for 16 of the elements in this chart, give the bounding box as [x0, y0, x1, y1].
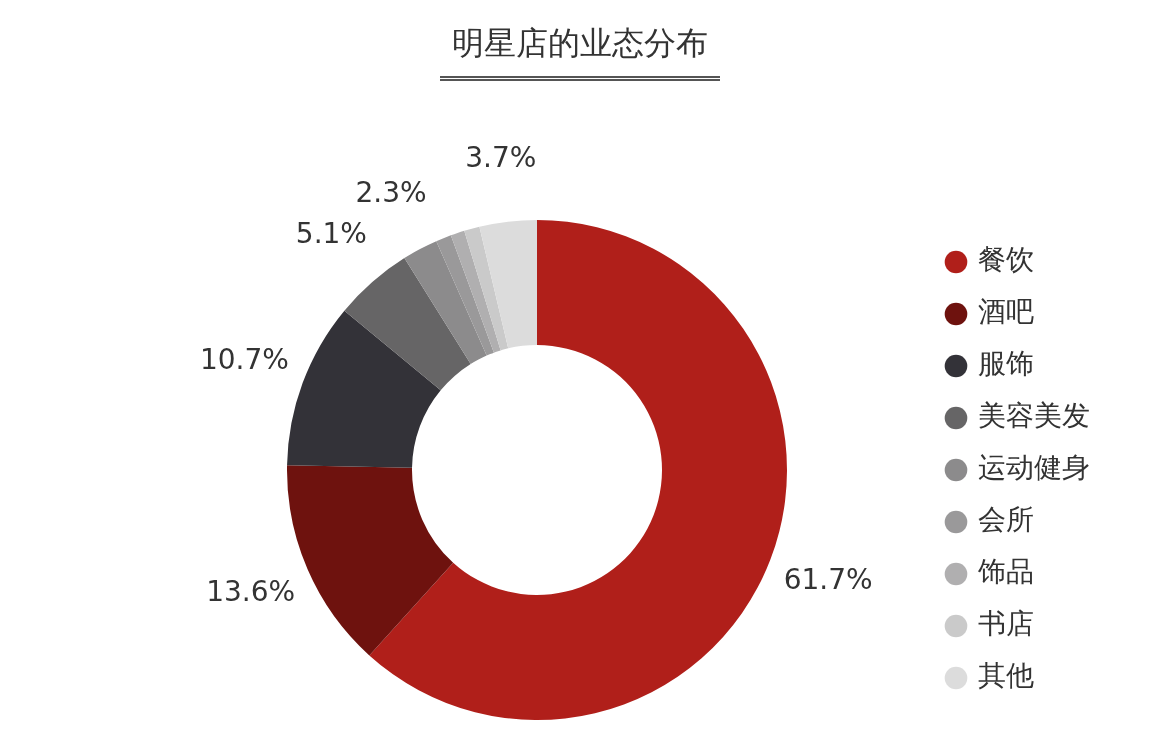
data-label: 3.7%: [465, 141, 537, 175]
legend-label: 饰品: [977, 555, 1034, 589]
chart-title: 明星店的业态分布: [440, 22, 720, 81]
legend-label: 美容美发: [978, 399, 1090, 433]
data-label: 5.1%: [295, 216, 367, 250]
data-label: 13.6%: [206, 575, 296, 609]
data-label: 10.7%: [199, 342, 289, 376]
legend-label: 餐饮: [978, 243, 1034, 277]
legend-label: 酒吧: [978, 295, 1034, 329]
legend-label: 会所: [978, 503, 1034, 537]
data-label: 2.3%: [355, 175, 427, 209]
legend-label: 服饰: [978, 347, 1034, 381]
data-label: 61.7%: [783, 563, 873, 597]
legend-label: 其他: [978, 659, 1034, 693]
legend-label: 书店: [978, 607, 1034, 641]
legend-label: 运动健身: [978, 451, 1090, 485]
